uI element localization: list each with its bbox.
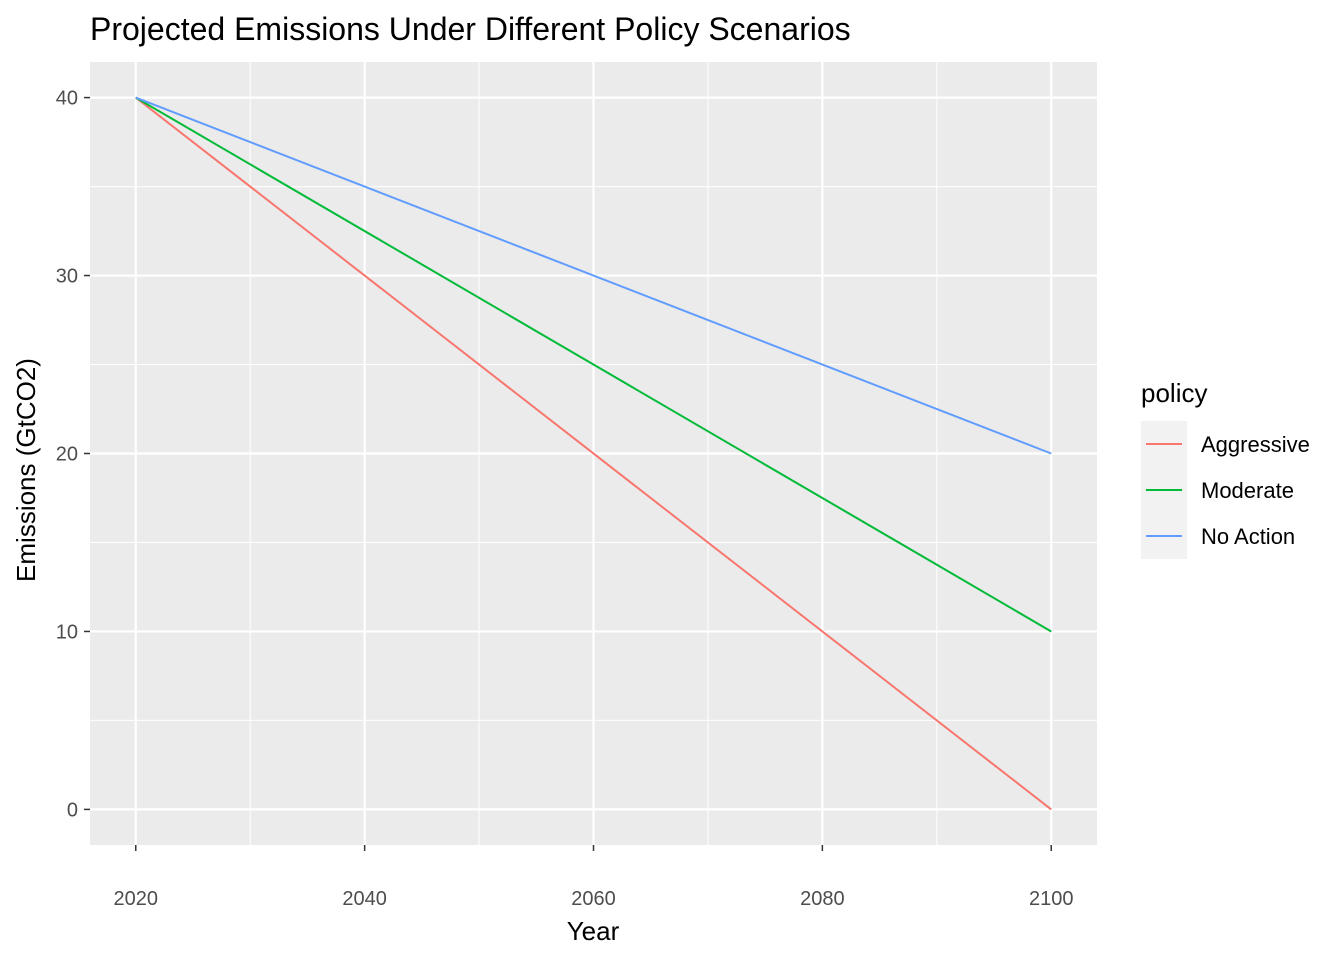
chart-title: Projected Emissions Under Different Poli… [90,11,851,47]
y-tick-label: 40 [56,88,78,110]
series-lines [135,96,1052,811]
y-axis: 0 10 20 30 40 [56,88,90,821]
y-tick-label: 30 [56,266,78,288]
y-tick-label: 0 [67,799,78,821]
legend-items: Aggressive Moderate No Action [1141,421,1310,559]
series-line-no-action [135,96,1052,455]
legend-title: policy [1141,378,1207,408]
y-tick-label: 10 [56,621,78,643]
x-axis-label: Year [567,916,620,946]
x-tick-label: 2040 [342,888,387,910]
series-line-aggressive [135,96,1052,811]
series-line-moderate [135,96,1052,633]
x-tick-label: 2100 [1029,888,1074,910]
legend-label-moderate: Moderate [1201,478,1294,503]
x-tick-label: 2080 [800,888,845,910]
y-axis-label: Emissions (GtCO2) [11,358,41,582]
legend: policy Aggressive Moderate No Action [1141,378,1310,559]
x-axis: 2020 2040 2060 2080 2100 [114,845,1074,910]
legend-label-no-action: No Action [1201,524,1295,549]
x-tick-label: 2060 [571,888,616,910]
x-tick-label: 2020 [114,888,159,910]
legend-label-aggressive: Aggressive [1201,432,1310,457]
y-tick-label: 20 [56,444,78,466]
